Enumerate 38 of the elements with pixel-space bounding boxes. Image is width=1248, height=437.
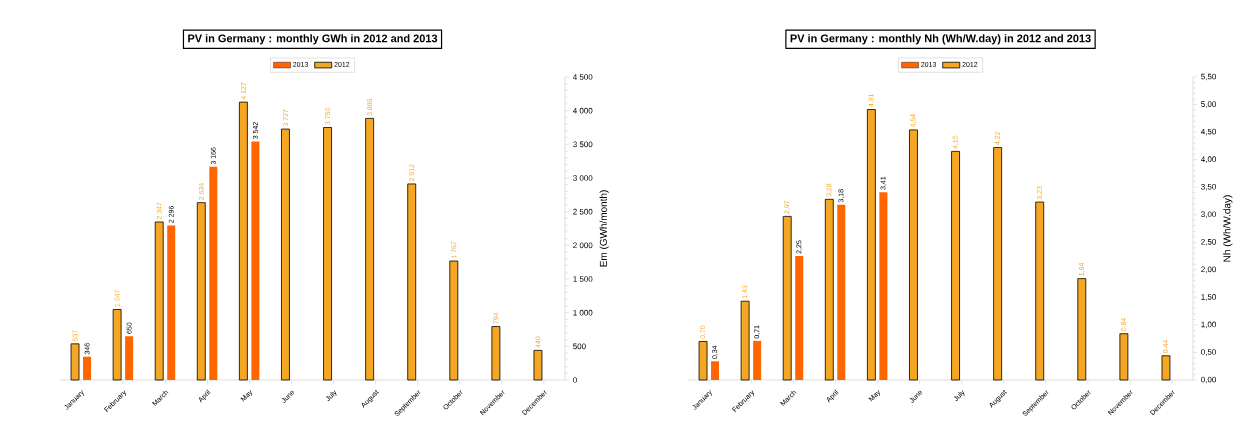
bar — [909, 129, 918, 381]
bar — [879, 192, 888, 380]
chart-title: PV in Germany : monthly GWh in 2012 and 2013 — [188, 34, 438, 45]
bar — [167, 225, 176, 380]
bar — [711, 361, 720, 380]
bar — [281, 128, 290, 381]
bar — [1077, 278, 1087, 381]
bar — [209, 166, 218, 380]
bar — [1161, 355, 1171, 381]
bar — [112, 309, 122, 381]
bar — [795, 256, 804, 380]
bar — [698, 341, 708, 381]
chart-title: PV in Germany : monthly Nh (Wh/W.day) in 2012 and 2013 — [790, 34, 1091, 45]
bar — [1035, 201, 1045, 381]
bar — [407, 183, 417, 381]
y-axis-title: Nh (Wh/W.day) — [1223, 195, 1233, 262]
bar — [740, 300, 750, 381]
bar — [196, 202, 206, 381]
bar — [70, 343, 80, 381]
bar — [753, 340, 762, 380]
bar — [251, 141, 260, 380]
bar — [154, 221, 164, 381]
bar — [837, 204, 846, 380]
bar — [993, 147, 1003, 381]
bar — [491, 326, 501, 381]
bar — [866, 109, 876, 381]
bar — [238, 101, 248, 381]
bar — [323, 127, 332, 381]
bar — [125, 336, 134, 380]
bar — [83, 356, 92, 380]
bar — [1119, 333, 1129, 381]
bar — [824, 198, 834, 381]
bar — [951, 150, 960, 381]
bar — [782, 215, 792, 381]
bar — [533, 349, 543, 381]
y-axis-title: Em (GWh/month) — [599, 190, 609, 267]
bar — [365, 118, 375, 381]
bar — [449, 260, 459, 381]
